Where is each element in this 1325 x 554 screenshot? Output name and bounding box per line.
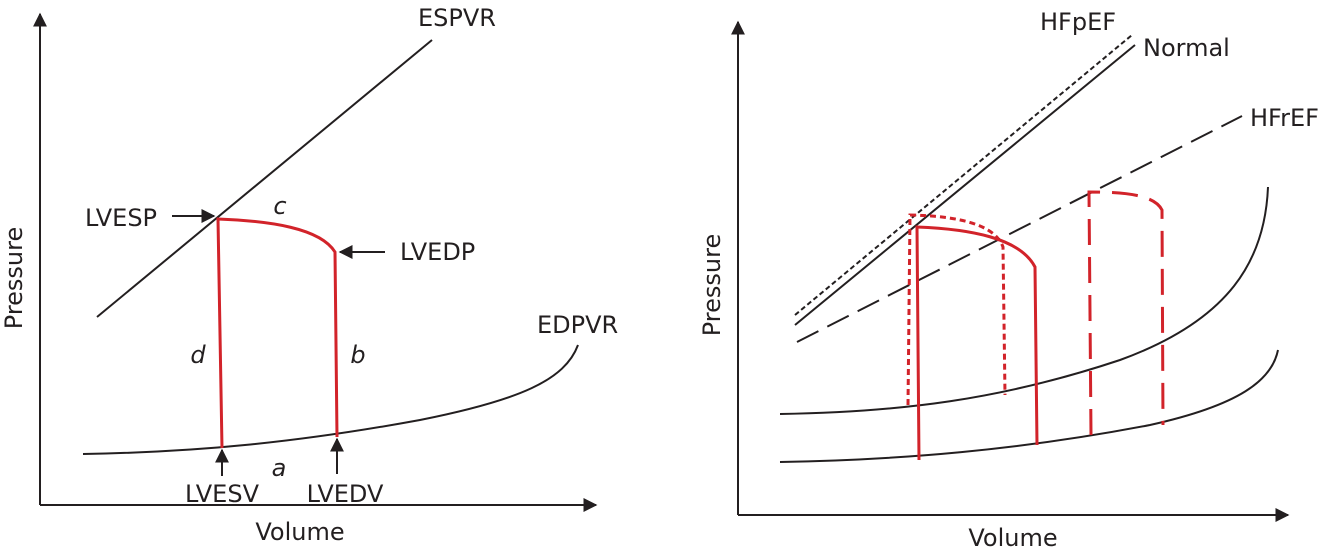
- edpvr-label: EDPVR: [537, 311, 618, 339]
- hfref-label: HFrEF: [1250, 104, 1319, 132]
- hfpef-loop: [906, 213, 1007, 406]
- pv-loop: [216, 217, 339, 449]
- segment-c: c: [273, 192, 286, 220]
- segment-a: a: [272, 454, 287, 482]
- left-panel: Pressure Volume ESPVR EDPVR LVESP LVEDP …: [0, 4, 618, 546]
- segment-d: d: [190, 341, 206, 369]
- lvesv-label: LVESV: [185, 480, 260, 508]
- espvr-line: [96, 39, 433, 318]
- hfref-line: [796, 115, 1243, 343]
- y-label: Pressure: [0, 227, 28, 329]
- hfref-loop: [1087, 190, 1165, 436]
- segment-b: b: [350, 341, 365, 369]
- lvedv-label: LVEDV: [307, 480, 384, 508]
- hfpef-label: HFpEF: [1040, 8, 1116, 36]
- normal-line: [794, 44, 1136, 326]
- y-label: Pressure: [698, 234, 726, 336]
- lvedp-label: LVEDP: [400, 238, 475, 266]
- x-label: Volume: [968, 524, 1057, 552]
- edpvr-upper: [779, 186, 1269, 415]
- x-label: Volume: [255, 518, 344, 546]
- espvr-label: ESPVR: [418, 4, 496, 32]
- hfpef-line: [794, 34, 1133, 316]
- edpvr-curve: [82, 344, 579, 455]
- normal-label: Normal: [1143, 34, 1230, 62]
- normal-loop: [915, 225, 1039, 461]
- right-panel: Pressure Volume HFpEF Normal HFrEF: [698, 8, 1319, 552]
- edpvr-lower: [779, 349, 1279, 463]
- lvesp-label: LVESP: [85, 204, 157, 232]
